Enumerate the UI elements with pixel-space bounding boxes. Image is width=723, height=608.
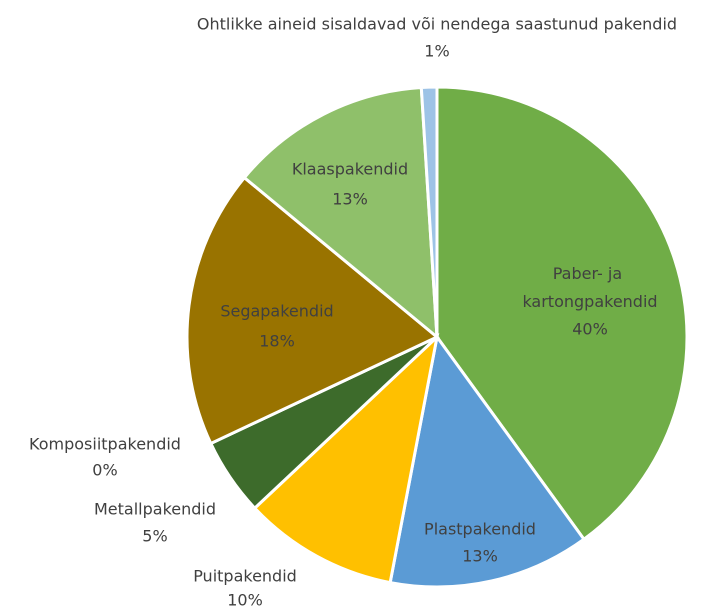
slice-label: Puitpakendid <box>193 567 297 586</box>
value-label: 0% <box>92 461 117 480</box>
slice-label: Klaaspakendid <box>292 160 408 179</box>
slice-label: Metallpakendid <box>94 500 216 519</box>
value-label: 13% <box>462 547 498 566</box>
label-line: Paber- ja <box>553 264 627 283</box>
pie-slice <box>252 332 440 585</box>
value-label: 1% <box>424 42 449 61</box>
slice-label: Komposiitpakendid <box>29 435 181 454</box>
value-label: 5% <box>142 527 167 546</box>
pie-slice <box>435 85 689 542</box>
value-label: 18% <box>259 332 295 351</box>
value-label: 13% <box>332 190 368 209</box>
slice-label: Segapakendid <box>220 302 333 321</box>
pie-slice <box>388 333 587 589</box>
slice-label: Ohtlikke aineid sisaldavad või nendega s… <box>197 15 677 34</box>
value-label: 40% <box>572 320 608 339</box>
slice-label: Paber- ja kartongpakendid <box>522 264 657 311</box>
pie-slice <box>242 85 439 341</box>
label-line: kartongpakendid <box>522 292 657 311</box>
pie-slice <box>185 175 440 446</box>
value-label: 10% <box>227 591 263 608</box>
pie-slice <box>419 85 439 338</box>
slice-label: Plastpakendid <box>424 520 536 539</box>
